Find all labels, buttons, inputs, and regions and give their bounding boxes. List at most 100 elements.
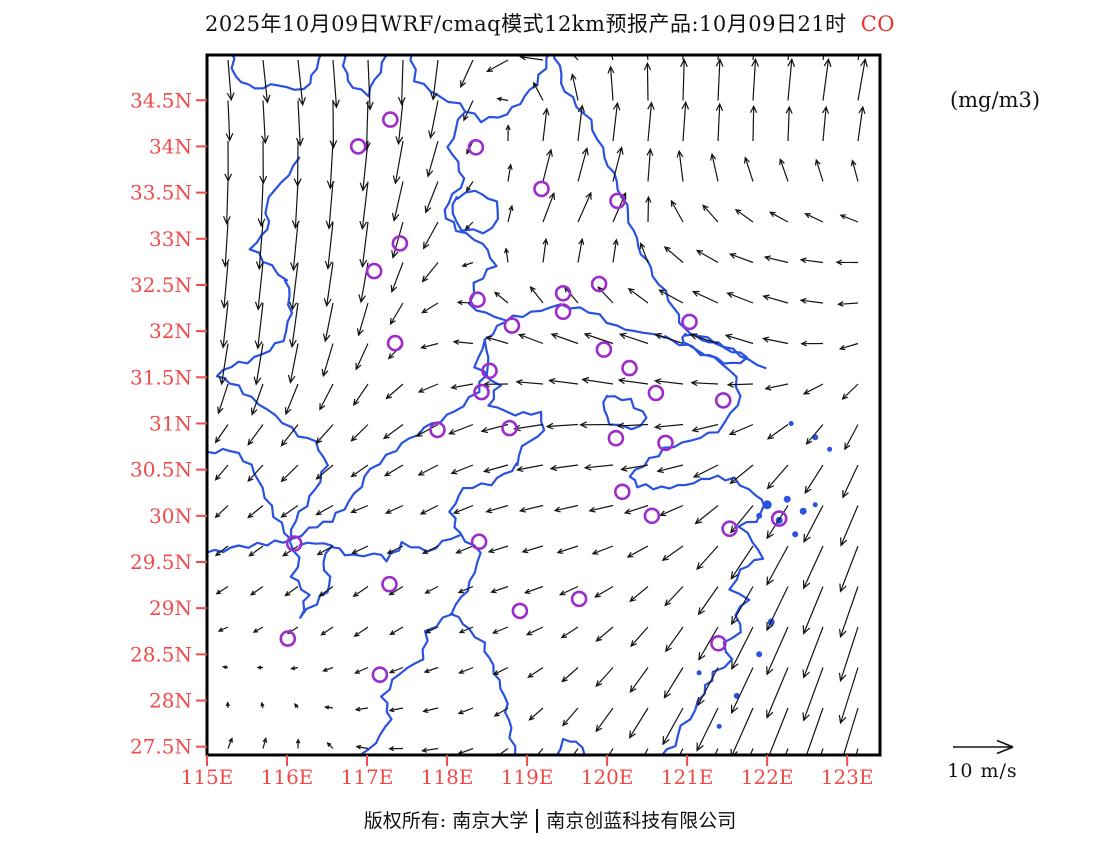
wind-vector-field [214,55,868,755]
wind-arrow [692,464,719,478]
wind-arrow [225,100,234,142]
station-marker [714,392,732,409]
wind-arrow [835,259,859,266]
station-marker [770,510,788,527]
wind-arrow [570,73,579,101]
wind-arrow [766,586,789,632]
copyright-company: 南京创蓝科技有限公司 [546,810,737,832]
wind-arrow [515,379,544,386]
station-marker [501,419,518,437]
wind-arrow [572,55,579,61]
wind-arrow [726,381,754,388]
wind-arrow [388,746,404,752]
wind-arrow [549,464,579,472]
wind-arrow [329,100,338,150]
wind-arrow [262,59,271,104]
wind-arrow [662,707,684,746]
wind-arrow [762,294,789,304]
wind-arrow [646,147,654,182]
wind-arrow [560,626,579,639]
wind-arrow [507,163,513,182]
station-marker [595,341,613,358]
lat-tick-label: 29.5N [130,550,192,574]
wind-arrow [653,423,684,430]
lat-tick-label: 29N [149,596,192,620]
station-marker [371,666,389,684]
boundary-hubei-jiangxi [207,538,293,554]
lon-tick-label: 115E [181,765,234,789]
wind-arrow [572,748,579,755]
wind-arrow [715,57,724,101]
station-marker [511,602,529,620]
wind-arrow [214,505,229,519]
wind-arrow [253,343,264,386]
wind-arrow [839,214,859,223]
boundary-yangtze [207,303,666,541]
wind-arrow [710,152,719,182]
wind-arrow [457,747,474,755]
boundary-hongze-lake [451,189,499,235]
wind-arrow [751,57,760,101]
wind-arrow [857,55,860,61]
wind-arrow [291,181,300,230]
wind-arrow [731,667,754,715]
wind-arrow [822,55,825,61]
wind-arrow [458,626,474,634]
boundary-coast-north [552,55,767,370]
lat-tick-label: 28.5N [130,642,192,666]
wind-arrow [802,383,824,395]
wind-arrow [607,65,615,101]
wind-arrow [385,383,404,400]
wind-arrow [386,545,404,554]
wind-arrow [612,238,619,263]
station-marker [381,111,399,128]
wind-arrow [581,376,614,385]
island-dot [783,495,791,503]
wind-arrow [217,626,229,632]
wind-arrow [729,253,754,264]
wind-arrow [664,626,684,653]
wind-arrow [696,707,719,752]
wind-arrow [608,748,614,755]
wind-arrow [689,333,719,345]
wind-arrow [857,105,866,142]
boundary-poyang-lake [289,541,334,619]
chart-title: 2025年10月09日WRF/cmaq模式12km预报产品:10月09日21时 C… [0,8,1100,38]
wind-arrow [395,100,404,146]
station-marker [609,192,626,210]
station-marker [386,334,404,352]
wind-arrow [353,626,369,637]
footer-divider [536,808,539,833]
wind-arrow [623,504,649,515]
station-marker [621,359,638,377]
wind-arrow [218,343,229,386]
lon-tick-label: 123E [821,765,874,789]
wind-arrow [290,221,299,272]
wind-arrow [698,626,719,661]
wind-arrow [556,545,579,554]
copyright-owner: 版权所有: 南京大学 [363,810,529,832]
lat-tick-label: 34.5N [130,88,192,112]
wind-arrow [659,504,684,517]
wind-arrow [422,707,439,713]
wind-arrow [356,302,369,337]
wind-arrow [595,707,614,733]
wind-arrow [766,424,789,440]
station-marker [473,383,490,401]
wind-arrow [490,585,509,594]
station-marker [710,634,727,652]
wind-arrow [694,505,719,525]
wind-arrow [315,424,334,445]
wind-arrow [799,257,824,264]
wind-arrow [287,343,299,384]
wind-arrow [691,423,719,433]
wind-arrow [728,423,754,436]
station-marker [381,575,398,593]
wind-arrow [260,701,265,709]
wind-arrow [837,301,859,307]
wind-arrow [663,246,684,263]
wind-arrow [465,181,474,193]
station-markers [279,111,788,684]
units-label: (mg/m3) [949,88,1041,112]
